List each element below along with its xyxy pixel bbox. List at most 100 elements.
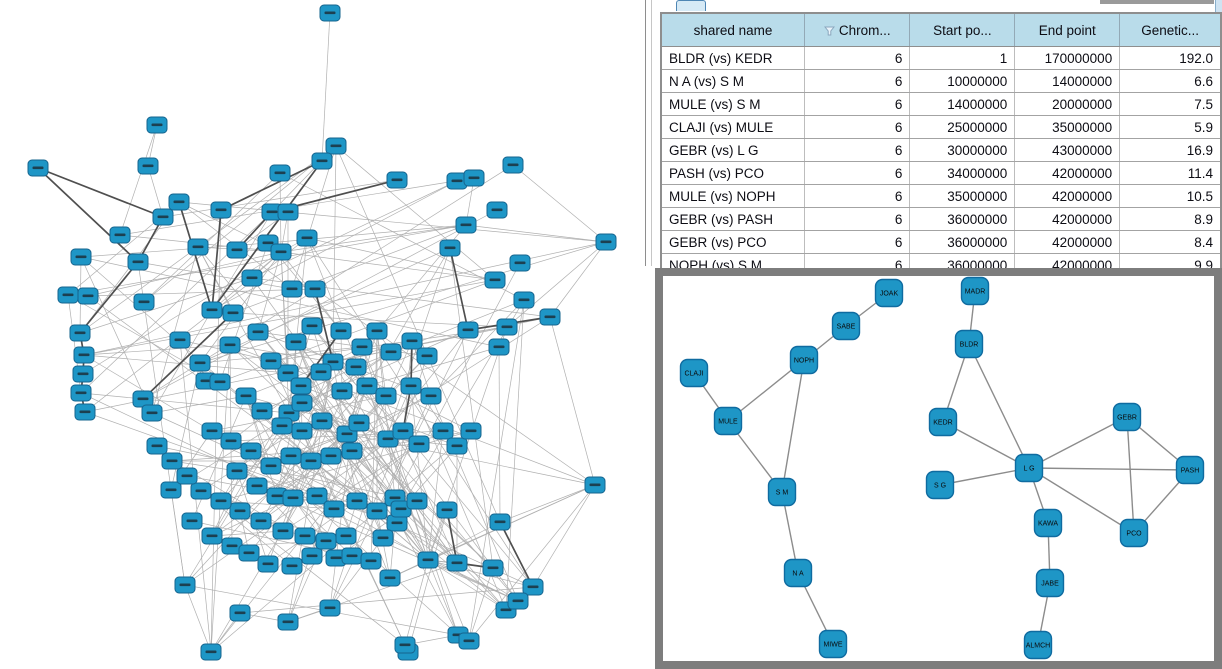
- network-node[interactable]: [270, 243, 292, 261]
- column-header-4[interactable]: Genetic...: [1119, 13, 1222, 47]
- network-node[interactable]: [277, 364, 299, 382]
- network-node[interactable]: [356, 377, 378, 395]
- network-node[interactable]: [209, 373, 231, 391]
- network-node[interactable]: [330, 322, 352, 340]
- network-node[interactable]: [133, 293, 155, 311]
- network-node[interactable]: [190, 482, 212, 500]
- network-node[interactable]: [152, 208, 174, 226]
- column-header-3[interactable]: End point: [1014, 13, 1121, 47]
- network-node[interactable]: [455, 216, 477, 234]
- network-node[interactable]: [439, 239, 461, 257]
- table-row[interactable]: MULE (vs) S M 6 14000000 20000000 7.5: [661, 92, 1222, 116]
- network-node[interactable]: [394, 636, 416, 654]
- network-node[interactable]: [146, 437, 168, 455]
- network-node[interactable]: [319, 4, 341, 22]
- network-node[interactable]: [201, 422, 223, 440]
- network-node[interactable]: [277, 613, 299, 631]
- network-node[interactable]: [235, 387, 257, 405]
- network-node[interactable]: [489, 513, 511, 531]
- network-node[interactable]: [240, 442, 262, 460]
- network-node[interactable]: [238, 544, 260, 562]
- network-node-n-a[interactable]: N A: [783, 558, 813, 588]
- network-node[interactable]: [250, 512, 272, 530]
- network-node[interactable]: [380, 343, 402, 361]
- network-node[interactable]: [372, 529, 394, 547]
- network-node[interactable]: [509, 254, 531, 272]
- network-edge[interactable]: [939, 467, 1030, 486]
- network-node[interactable]: [488, 338, 510, 356]
- network-node[interactable]: [331, 382, 353, 400]
- network-node-s-m[interactable]: S M: [767, 477, 797, 507]
- network-node[interactable]: [401, 332, 423, 350]
- network-node[interactable]: [141, 404, 163, 422]
- network-node[interactable]: [176, 467, 198, 485]
- network-node[interactable]: [507, 592, 529, 610]
- network-node[interactable]: [539, 308, 561, 326]
- network-node[interactable]: [320, 447, 342, 465]
- network-edge[interactable]: [968, 343, 1030, 469]
- network-node[interactable]: [187, 238, 209, 256]
- network-node[interactable]: [285, 333, 307, 351]
- network-node[interactable]: [222, 304, 244, 322]
- column-header-2[interactable]: Start po...: [909, 13, 1016, 47]
- network-node[interactable]: [251, 402, 273, 420]
- network-node[interactable]: [310, 363, 332, 381]
- network-node[interactable]: [260, 352, 282, 370]
- network-node[interactable]: [335, 527, 357, 545]
- network-edge[interactable]: [1028, 467, 1135, 534]
- network-node[interactable]: [219, 336, 241, 354]
- network-node[interactable]: [272, 522, 294, 540]
- network-edge[interactable]: [781, 359, 805, 493]
- network-node[interactable]: [181, 512, 203, 530]
- network-node[interactable]: [301, 317, 323, 335]
- network-node[interactable]: [420, 387, 442, 405]
- network-node[interactable]: [379, 569, 401, 587]
- network-node-s-g[interactable]: S G: [925, 470, 955, 500]
- network-node[interactable]: [277, 203, 299, 221]
- network-node-pco[interactable]: PCO: [1119, 518, 1149, 548]
- network-node[interactable]: [161, 452, 183, 470]
- network-node[interactable]: [311, 152, 333, 170]
- table-row[interactable]: N A (vs) S M 6 10000000 14000000 6.6: [661, 69, 1222, 93]
- network-node[interactable]: [319, 599, 341, 617]
- network-node[interactable]: [229, 604, 251, 622]
- network-node[interactable]: [432, 422, 454, 440]
- network-node[interactable]: [496, 318, 518, 336]
- network-node-joak[interactable]: JOAK: [874, 278, 904, 308]
- network-node[interactable]: [306, 487, 328, 505]
- table-tab-fragment[interactable]: [676, 0, 706, 11]
- table-row[interactable]: CLAJI (vs) MULE 6 25000000 35000000 5.9: [661, 115, 1222, 139]
- network-node[interactable]: [201, 301, 223, 319]
- network-node[interactable]: [189, 354, 211, 372]
- network-node[interactable]: [169, 331, 191, 349]
- network-edge[interactable]: [942, 421, 1030, 469]
- horizontal-scrollbar-fragment[interactable]: [1100, 0, 1214, 4]
- network-node[interactable]: [296, 229, 318, 247]
- network-node[interactable]: [463, 169, 485, 187]
- network-node[interactable]: [484, 271, 506, 289]
- network-node[interactable]: [482, 559, 504, 577]
- network-node[interactable]: [325, 137, 347, 155]
- network-edge[interactable]: [1126, 416, 1135, 534]
- main-network-canvas[interactable]: [0, 0, 655, 669]
- network-node[interactable]: [345, 358, 367, 376]
- network-node[interactable]: [241, 269, 263, 287]
- network-node[interactable]: [70, 248, 92, 266]
- network-node[interactable]: [406, 492, 428, 510]
- network-node[interactable]: [513, 291, 535, 309]
- network-node[interactable]: [311, 412, 333, 430]
- network-node[interactable]: [595, 233, 617, 251]
- network-node[interactable]: [146, 116, 168, 134]
- network-node[interactable]: [446, 437, 468, 455]
- network-node[interactable]: [226, 462, 248, 480]
- network-node[interactable]: [73, 346, 95, 364]
- network-node[interactable]: [290, 377, 312, 395]
- network-node[interactable]: [246, 477, 268, 495]
- network-node[interactable]: [282, 489, 304, 507]
- network-node[interactable]: [304, 280, 326, 298]
- network-node[interactable]: [502, 156, 524, 174]
- network-node[interactable]: [416, 347, 438, 365]
- network-node[interactable]: [458, 632, 480, 650]
- network-node-claji[interactable]: CLAJI: [679, 358, 709, 388]
- network-node[interactable]: [72, 365, 94, 383]
